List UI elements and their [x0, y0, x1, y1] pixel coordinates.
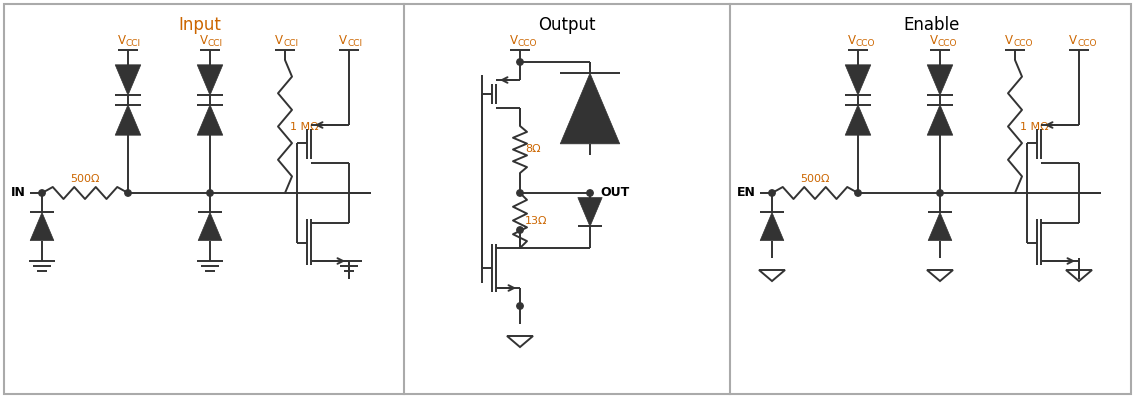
Circle shape [125, 190, 132, 196]
Text: CCO: CCO [938, 39, 958, 48]
FancyBboxPatch shape [5, 4, 1130, 394]
Polygon shape [115, 65, 141, 95]
Text: V: V [510, 34, 518, 47]
Polygon shape [115, 105, 141, 135]
Polygon shape [197, 105, 222, 135]
Circle shape [516, 227, 523, 233]
Text: V: V [930, 34, 938, 47]
Text: 13Ω: 13Ω [526, 215, 547, 226]
Circle shape [587, 190, 594, 196]
Text: CCO: CCO [1077, 39, 1096, 48]
Text: V: V [848, 34, 856, 47]
Circle shape [39, 190, 45, 196]
Circle shape [768, 190, 775, 196]
Polygon shape [927, 65, 952, 95]
Polygon shape [197, 65, 222, 95]
Circle shape [207, 190, 213, 196]
Polygon shape [561, 73, 620, 144]
Polygon shape [199, 213, 221, 240]
Polygon shape [927, 105, 952, 135]
Text: OUT: OUT [600, 187, 629, 199]
Circle shape [855, 190, 861, 196]
Circle shape [516, 59, 523, 65]
Text: Enable: Enable [903, 16, 960, 34]
Polygon shape [760, 213, 784, 240]
Text: V: V [339, 34, 347, 47]
Text: CCO: CCO [856, 39, 875, 48]
Text: EN: EN [737, 187, 756, 199]
Circle shape [516, 190, 523, 196]
Text: IN: IN [11, 187, 26, 199]
Polygon shape [928, 213, 952, 240]
Text: 1 MΩ: 1 MΩ [291, 121, 319, 131]
Polygon shape [578, 197, 603, 226]
Text: V: V [1004, 34, 1014, 47]
Text: Output: Output [538, 16, 596, 34]
Polygon shape [846, 65, 871, 95]
Text: V: V [275, 34, 283, 47]
Polygon shape [846, 105, 871, 135]
Text: CCI: CCI [347, 39, 362, 48]
Text: CCO: CCO [1014, 39, 1033, 48]
Text: V: V [118, 34, 126, 47]
Text: CCI: CCI [208, 39, 224, 48]
Polygon shape [31, 213, 53, 240]
Circle shape [516, 303, 523, 309]
Circle shape [936, 190, 943, 196]
Text: V: V [200, 34, 208, 47]
Text: CCI: CCI [126, 39, 141, 48]
Text: 1 MΩ: 1 MΩ [1020, 121, 1049, 131]
Text: CCI: CCI [283, 39, 299, 48]
Text: 500Ω: 500Ω [800, 174, 830, 184]
Text: CCO: CCO [518, 39, 538, 48]
Text: V: V [1069, 34, 1077, 47]
Text: 500Ω: 500Ω [70, 174, 100, 184]
Text: 8Ω: 8Ω [526, 144, 540, 154]
Text: Input: Input [178, 16, 221, 34]
